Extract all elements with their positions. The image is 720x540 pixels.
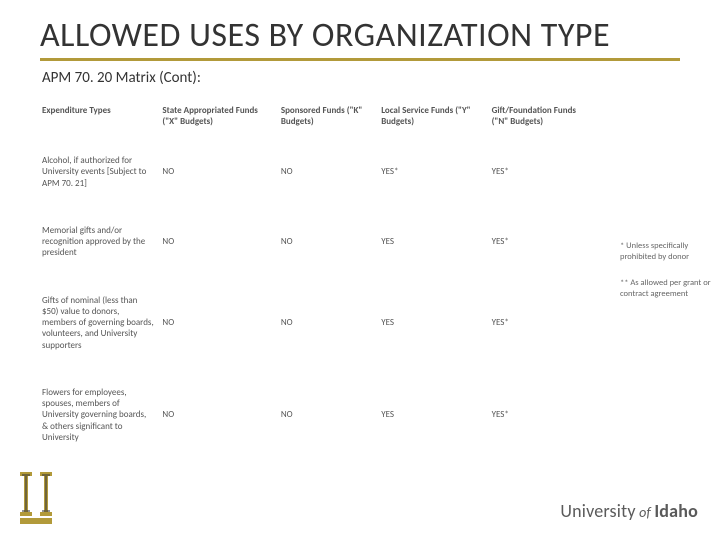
col-header: Sponsored Funds ("K" Budgets) <box>279 101 379 138</box>
cell-value: NO <box>160 137 278 207</box>
uidaho-wordmark: University of Idaho <box>560 500 698 522</box>
cell-value: YES* <box>490 277 600 369</box>
cell-value: NO <box>160 277 278 369</box>
cell-value: YES* <box>379 137 489 207</box>
table-row: Memorial gifts and/or recognition approv… <box>40 207 600 277</box>
cell-expenditure: Alcohol, if authorized for University ev… <box>40 137 160 207</box>
cell-value: YES <box>379 207 489 277</box>
cell-value: YES <box>379 369 489 461</box>
cell-value: NO <box>279 277 379 369</box>
cell-expenditure: Gifts of nominal (less than $50) value t… <box>40 277 160 369</box>
table-row: Alcohol, if authorized for University ev… <box>40 137 600 207</box>
uidaho-logo-icon <box>14 468 58 528</box>
wordmark-prefix: University <box>560 500 635 522</box>
cell-value: NO <box>279 207 379 277</box>
slide: ALLOWED USES BY ORGANIZATION TYPE APM 70… <box>0 0 720 540</box>
matrix-table: Expenditure Types State Appropriated Fun… <box>40 101 600 462</box>
cell-value: NO <box>160 207 278 277</box>
footnotes: * Unless specifically prohibited by dono… <box>620 241 720 301</box>
cell-value: YES* <box>490 207 600 277</box>
cell-expenditure: Flowers for employees, spouses, members … <box>40 369 160 461</box>
cell-value: YES <box>379 277 489 369</box>
table-header-row: Expenditure Types State Appropriated Fun… <box>40 101 600 138</box>
page-title: ALLOWED USES BY ORGANIZATION TYPE <box>40 18 680 61</box>
wordmark-name: Idaho <box>654 500 698 522</box>
subtitle: APM 70. 20 Matrix (Cont): <box>40 69 696 87</box>
table-row: Gifts of nominal (less than $50) value t… <box>40 277 600 369</box>
cell-value: YES* <box>490 369 600 461</box>
cell-expenditure: Memorial gifts and/or recognition approv… <box>40 207 160 277</box>
wordmark-of: of <box>636 504 655 521</box>
col-header: Expenditure Types <box>40 101 160 138</box>
col-header: Gift/Foundation Funds ("N" Budgets) <box>490 101 600 138</box>
table-row: Flowers for employees, spouses, members … <box>40 369 600 461</box>
matrix-table-wrap: Expenditure Types State Appropriated Fun… <box>40 101 710 462</box>
cell-value: NO <box>160 369 278 461</box>
cell-value: NO <box>279 137 379 207</box>
footnote-2: ** As allowed per grant or contract agre… <box>620 278 720 301</box>
cell-value: YES* <box>490 137 600 207</box>
cell-value: NO <box>279 369 379 461</box>
col-header: Local Service Funds ("Y" Budgets) <box>379 101 489 138</box>
col-header: State Appropriated Funds ("X" Budgets) <box>160 101 278 138</box>
footnote-1: * Unless specifically prohibited by dono… <box>620 241 720 264</box>
